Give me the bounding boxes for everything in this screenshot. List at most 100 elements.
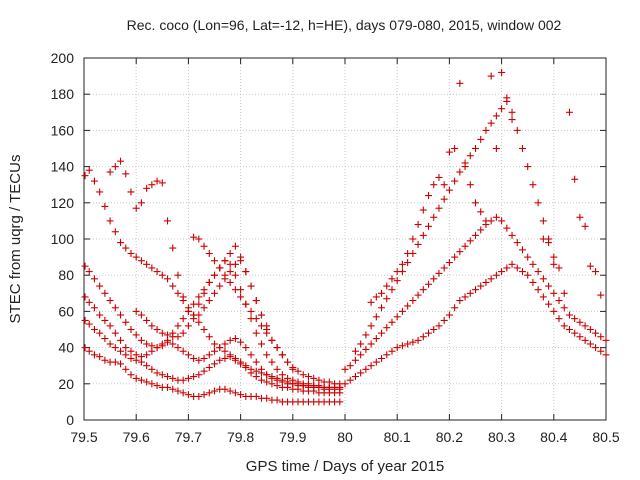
data-point [85, 298, 93, 306]
data-point [158, 342, 166, 350]
data-point [482, 278, 490, 286]
data-point [419, 206, 427, 214]
data-point [472, 199, 479, 207]
data-point [498, 68, 506, 76]
data-point [205, 297, 213, 305]
data-point [169, 340, 177, 348]
data-point [195, 318, 203, 326]
data-point [252, 329, 260, 337]
data-point [341, 380, 349, 388]
data-point [96, 282, 104, 290]
data-point [440, 316, 448, 324]
data-point [158, 271, 166, 279]
y-tick-label: 140 [51, 159, 75, 175]
data-point [216, 264, 224, 272]
data-point [346, 362, 354, 370]
data-point [164, 275, 172, 283]
data-point [263, 394, 271, 402]
data-point [85, 320, 93, 328]
data-point [466, 237, 474, 245]
data-point [153, 369, 161, 377]
data-point [81, 316, 89, 324]
data-point [492, 145, 500, 152]
data-point [184, 351, 192, 359]
data-point [148, 342, 156, 350]
data-point [195, 356, 203, 364]
data-point [179, 347, 187, 355]
data-point [430, 213, 438, 221]
data-point [414, 240, 422, 248]
data-point [539, 217, 547, 225]
data-point [257, 311, 265, 319]
data-point [127, 249, 135, 257]
data-point [597, 333, 605, 341]
data-point [571, 315, 579, 323]
data-point [425, 222, 433, 230]
data-point [357, 351, 365, 359]
data-point [231, 242, 239, 250]
data-point [508, 108, 516, 116]
data-point [211, 271, 218, 279]
y-tick-label: 120 [51, 195, 75, 211]
data-point [106, 340, 114, 348]
data-point [456, 248, 464, 256]
data-point [539, 275, 547, 283]
data-point [127, 371, 135, 379]
data-point [367, 298, 375, 306]
data-point [226, 387, 234, 395]
data-point [257, 369, 265, 377]
data-point [367, 362, 375, 370]
data-point [179, 315, 187, 323]
data-point [231, 354, 239, 362]
data-point [539, 293, 547, 301]
data-point [195, 371, 203, 379]
x-tick-label: 79.8 [227, 429, 254, 445]
data-point [164, 331, 172, 339]
data-point [221, 257, 229, 265]
data-point [435, 322, 443, 330]
data-point [153, 344, 161, 352]
data-points [81, 68, 610, 406]
data-point [388, 286, 396, 294]
data-point [367, 340, 375, 348]
data-point [419, 286, 427, 294]
data-point [409, 297, 417, 305]
data-point [268, 373, 276, 381]
data-point [226, 336, 234, 344]
data-point [445, 148, 453, 156]
data-point [211, 347, 218, 355]
data-point [440, 181, 448, 189]
data-point [534, 199, 542, 207]
data-point [106, 217, 114, 225]
data-point [96, 311, 104, 319]
data-point [200, 354, 208, 362]
data-point [503, 224, 511, 232]
data-point [179, 389, 187, 397]
data-point [362, 365, 370, 373]
data-point [81, 293, 89, 301]
data-point [148, 264, 156, 272]
data-point [414, 221, 422, 229]
data-point [550, 260, 558, 268]
data-point [383, 282, 391, 290]
data-point [456, 168, 464, 176]
data-point [445, 259, 453, 267]
data-point [111, 358, 119, 366]
data-point [529, 260, 537, 268]
data-point [90, 304, 98, 312]
data-point [378, 354, 386, 362]
data-point [169, 244, 177, 252]
data-point [247, 365, 255, 373]
data-point [508, 116, 516, 124]
data-point [435, 269, 443, 277]
data-point [221, 340, 229, 348]
data-point [226, 268, 234, 276]
data-point [117, 311, 125, 319]
data-point [216, 344, 224, 352]
data-point [539, 235, 547, 243]
y-tick-label: 0 [66, 412, 74, 428]
data-point [451, 253, 459, 261]
data-point [545, 282, 553, 290]
data-point [435, 204, 443, 212]
y-tick-label: 160 [51, 122, 75, 138]
